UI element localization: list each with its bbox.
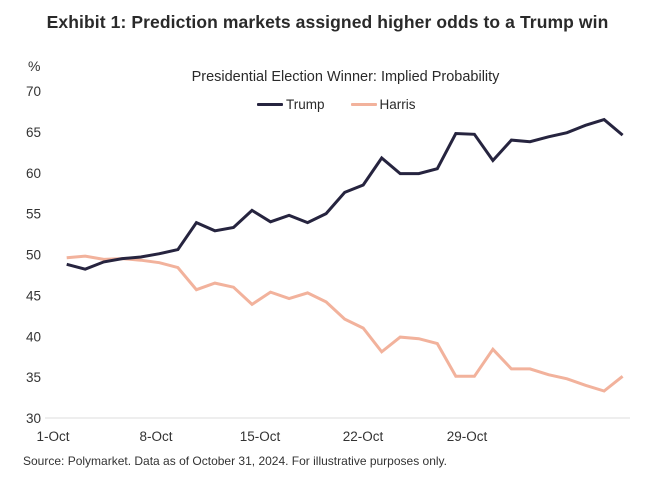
x-tick-label: 8-Oct [139, 429, 172, 444]
legend-label-harris: Harris [379, 97, 416, 112]
y-tick-label: 50 [26, 248, 41, 263]
y-tick-label: 40 [26, 329, 41, 344]
x-tick-label: 22-Oct [343, 429, 384, 444]
x-tick-label: 15-Oct [240, 429, 281, 444]
legend-swatch-harris [350, 103, 377, 106]
series-line-trump [66, 117, 624, 271]
legend: Trump Harris [257, 97, 442, 112]
legend-label-trump: Trump [286, 97, 325, 112]
y-tick-label: 35 [26, 370, 41, 385]
series-line-harris [66, 254, 624, 393]
y-axis-unit-label: % [28, 58, 41, 74]
y-tick-label: 70 [26, 84, 41, 99]
x-tick-label: 29-Oct [447, 429, 488, 444]
y-tick-label: 45 [26, 288, 41, 303]
x-tick-label: 1-Oct [36, 429, 69, 444]
legend-item-trump: Trump [257, 97, 325, 112]
y-tick-label: 55 [26, 207, 41, 222]
y-tick-label: 60 [26, 166, 41, 181]
y-tick-label: 65 [26, 125, 41, 140]
legend-swatch-trump [257, 103, 283, 106]
chart-title: Presidential Election Winner: Implied Pr… [191, 69, 500, 85]
y-tick-label: 30 [26, 411, 41, 426]
exhibit-title: Exhibit 1: Prediction markets assigned h… [46, 12, 609, 32]
source-note: Source: Polymarket. Data as of October 3… [23, 454, 447, 468]
legend-item-harris: Harris [350, 97, 416, 112]
